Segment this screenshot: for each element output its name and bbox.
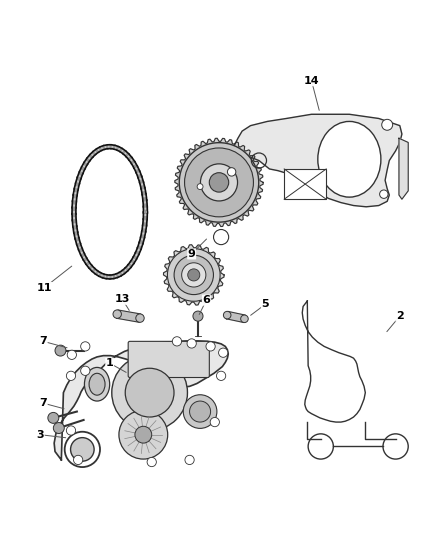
Text: 3: 3	[36, 430, 44, 440]
Ellipse shape	[85, 367, 110, 401]
Circle shape	[210, 417, 219, 427]
Circle shape	[65, 432, 100, 467]
Circle shape	[71, 438, 94, 461]
Text: 13: 13	[115, 294, 130, 304]
Circle shape	[125, 368, 174, 417]
Circle shape	[53, 423, 64, 433]
Circle shape	[190, 401, 211, 422]
Polygon shape	[234, 114, 402, 207]
Circle shape	[67, 426, 76, 435]
Circle shape	[219, 348, 228, 357]
Text: 7: 7	[39, 398, 47, 408]
Circle shape	[167, 248, 220, 301]
Circle shape	[136, 314, 144, 322]
Circle shape	[380, 190, 388, 198]
Circle shape	[67, 371, 76, 381]
Circle shape	[209, 173, 229, 192]
Text: 2: 2	[396, 311, 404, 321]
FancyBboxPatch shape	[284, 169, 326, 199]
Circle shape	[112, 355, 187, 431]
Circle shape	[193, 311, 203, 321]
Circle shape	[206, 342, 215, 351]
Text: 7: 7	[39, 336, 47, 346]
Circle shape	[119, 410, 168, 459]
Circle shape	[67, 350, 77, 359]
Polygon shape	[399, 138, 408, 199]
Circle shape	[185, 455, 194, 465]
Polygon shape	[117, 310, 141, 322]
Circle shape	[216, 371, 226, 381]
Polygon shape	[54, 341, 228, 460]
Circle shape	[240, 315, 248, 322]
Circle shape	[187, 339, 196, 348]
Circle shape	[227, 168, 236, 176]
Circle shape	[113, 310, 121, 318]
Circle shape	[179, 143, 259, 222]
Polygon shape	[175, 138, 263, 227]
Text: 1: 1	[106, 358, 113, 368]
Text: 11: 11	[37, 282, 52, 293]
Circle shape	[183, 395, 217, 429]
Circle shape	[55, 345, 66, 356]
Circle shape	[197, 184, 203, 190]
Circle shape	[382, 119, 392, 130]
Circle shape	[135, 426, 152, 443]
Circle shape	[188, 269, 200, 281]
Polygon shape	[226, 311, 245, 322]
FancyBboxPatch shape	[128, 341, 209, 377]
Circle shape	[182, 263, 206, 287]
Circle shape	[147, 457, 156, 467]
Polygon shape	[163, 245, 224, 305]
Circle shape	[74, 455, 83, 465]
Text: 9: 9	[188, 249, 196, 259]
Text: 6: 6	[202, 295, 210, 305]
Circle shape	[174, 255, 213, 295]
Circle shape	[81, 366, 90, 375]
Circle shape	[223, 311, 231, 319]
Circle shape	[48, 413, 59, 423]
Ellipse shape	[318, 122, 381, 197]
Text: 14: 14	[304, 76, 319, 86]
Ellipse shape	[89, 373, 105, 395]
Text: 5: 5	[261, 300, 269, 309]
Circle shape	[201, 164, 237, 201]
Circle shape	[184, 148, 254, 217]
Circle shape	[172, 337, 182, 346]
Circle shape	[81, 342, 90, 351]
